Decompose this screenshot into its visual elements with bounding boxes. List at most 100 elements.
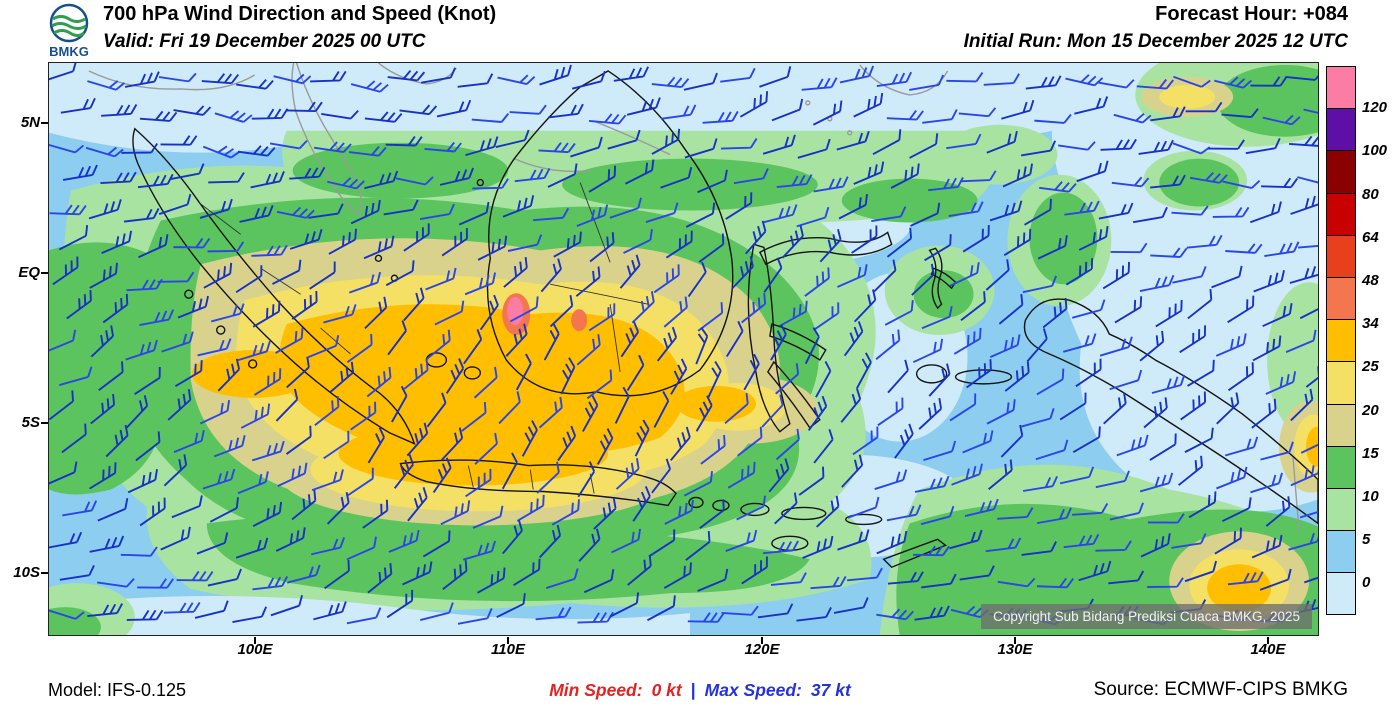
wind-barb xyxy=(1025,75,1062,90)
wind-barb xyxy=(350,199,381,225)
wind-barb xyxy=(457,73,494,88)
wind-barb xyxy=(596,428,614,465)
wind-barb xyxy=(457,608,493,625)
wind-barb xyxy=(775,428,800,461)
wind-barb xyxy=(1037,235,1068,260)
wind-barb xyxy=(959,565,995,581)
wind-barb xyxy=(1214,76,1252,89)
forecast-hour: Forecast Hour: +084 xyxy=(1155,3,1348,25)
wind-barb xyxy=(1021,407,1055,428)
wind-barb xyxy=(663,562,692,589)
wind-barb xyxy=(695,326,709,365)
wind-barb xyxy=(197,338,232,357)
wind-barb xyxy=(1150,247,1188,258)
wind-barb xyxy=(960,291,986,321)
wind-barb xyxy=(160,135,198,146)
wind-barb xyxy=(399,104,438,116)
wind-barb xyxy=(171,495,203,519)
wind-barb xyxy=(779,300,808,327)
wind-barb xyxy=(741,556,768,585)
wind-barb xyxy=(1151,374,1186,394)
wind-barb xyxy=(665,230,693,259)
wind-barb xyxy=(1059,466,1095,485)
wind-barb xyxy=(123,208,160,223)
wind-barb xyxy=(1224,436,1259,457)
wind-barb xyxy=(326,491,350,525)
wind-barb xyxy=(843,321,864,357)
wind-barb xyxy=(1253,270,1285,293)
wind-barb xyxy=(1002,163,1034,188)
wind-barb xyxy=(52,256,79,286)
wind-barb xyxy=(775,363,800,395)
wind-barb xyxy=(403,287,425,322)
wind-barb xyxy=(120,546,158,557)
wind-barb xyxy=(847,567,883,582)
wind-barb xyxy=(441,227,468,257)
wind-barb xyxy=(1299,498,1318,519)
wind-barb xyxy=(768,458,790,493)
wind-barb xyxy=(269,139,308,150)
wind-barb xyxy=(736,495,766,521)
wind-barb xyxy=(1062,333,1097,353)
wind-barb xyxy=(90,393,116,425)
wind-barb xyxy=(988,459,1013,490)
wind-barb xyxy=(876,530,908,555)
wind-barb xyxy=(533,207,570,222)
wind-barb xyxy=(634,419,650,457)
wind-barb xyxy=(458,201,490,226)
wind-barb xyxy=(1139,472,1174,493)
wind-barb xyxy=(505,323,528,357)
wind-barb xyxy=(1078,226,1109,251)
wind-barb xyxy=(1222,179,1261,190)
wind-barb xyxy=(1216,392,1240,425)
wind-barb xyxy=(59,564,95,581)
legend-color-swatch xyxy=(1326,403,1356,447)
wind-barb xyxy=(1299,293,1318,320)
wind-barb xyxy=(167,389,192,421)
wind-barb xyxy=(239,205,274,223)
wind-barb xyxy=(61,423,87,454)
wind-barb xyxy=(1189,171,1228,184)
wind-barb xyxy=(425,329,451,361)
wind-barb xyxy=(946,72,984,83)
wind-barb xyxy=(49,204,87,216)
wind-barb xyxy=(576,334,601,366)
wind-barb xyxy=(1147,513,1185,524)
wind-barb xyxy=(727,461,756,489)
wind-barb xyxy=(1227,362,1254,392)
wind-barb xyxy=(1300,429,1318,454)
wind-barb xyxy=(887,571,924,585)
legend-color-swatch xyxy=(1326,319,1356,363)
wind-barb xyxy=(173,237,211,249)
wind-barb xyxy=(913,545,950,557)
wind-barb xyxy=(986,130,1018,154)
wind-barb xyxy=(323,430,350,460)
wind-barb xyxy=(324,560,350,590)
wind-barb xyxy=(953,327,982,355)
wind-barb xyxy=(577,461,596,498)
wind-barb xyxy=(539,524,562,559)
wind-barb xyxy=(588,113,627,125)
wind-barb xyxy=(960,170,997,183)
wind-barb xyxy=(815,360,832,398)
wind-barb xyxy=(273,73,312,85)
wind-barb xyxy=(582,395,599,432)
wind-barb xyxy=(720,138,758,150)
y-axis-label: 5S xyxy=(21,414,40,431)
wind-barb xyxy=(346,607,382,625)
wind-barb xyxy=(876,608,914,621)
wind-barb xyxy=(176,570,214,582)
wind-barb xyxy=(1143,397,1168,429)
wind-barb xyxy=(1024,198,1052,226)
wind-barb xyxy=(1065,74,1104,87)
wind-barb xyxy=(49,461,78,486)
wind-barb xyxy=(853,289,877,323)
wind-barb xyxy=(890,163,920,189)
wind-barb xyxy=(1208,139,1245,150)
wind-barb xyxy=(496,593,526,619)
wind-barb xyxy=(1109,502,1144,521)
wind-barb xyxy=(1216,466,1248,490)
wind-barb xyxy=(802,535,834,559)
model-label: Model: IFS-0.125 xyxy=(48,680,187,700)
wind-barb xyxy=(347,467,374,497)
